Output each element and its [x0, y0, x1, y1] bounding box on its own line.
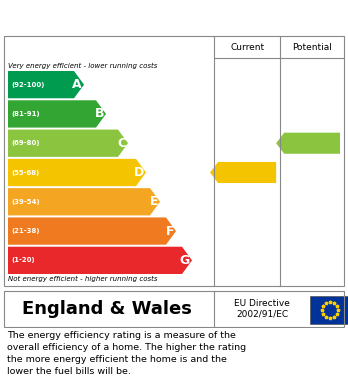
Polygon shape: [210, 162, 276, 183]
Text: 55: 55: [233, 165, 253, 179]
Text: (69-80): (69-80): [11, 140, 40, 146]
Text: B: B: [95, 108, 104, 120]
Text: Potential: Potential: [292, 43, 332, 52]
Polygon shape: [8, 159, 146, 186]
Polygon shape: [276, 133, 340, 154]
Polygon shape: [8, 217, 176, 245]
Text: (92-100): (92-100): [11, 82, 45, 88]
Polygon shape: [8, 188, 160, 215]
Polygon shape: [8, 71, 84, 98]
Text: A: A: [72, 78, 82, 91]
Text: Energy Efficiency Rating: Energy Efficiency Rating: [10, 9, 220, 23]
Polygon shape: [8, 100, 106, 127]
Text: (81-91): (81-91): [11, 111, 40, 117]
Polygon shape: [8, 247, 192, 274]
Text: EU Directive
2002/91/EC: EU Directive 2002/91/EC: [234, 299, 290, 319]
Text: G: G: [180, 254, 190, 267]
Polygon shape: [8, 129, 128, 157]
Text: (55-68): (55-68): [11, 170, 39, 176]
Text: The energy efficiency rating is a measure of the
overall efficiency of a home. T: The energy efficiency rating is a measur…: [7, 331, 246, 375]
Bar: [310, 296, 348, 324]
Text: (1-20): (1-20): [11, 257, 34, 264]
Text: (39-54): (39-54): [11, 199, 40, 205]
Text: Not energy efficient - higher running costs: Not energy efficient - higher running co…: [8, 276, 158, 282]
Text: F: F: [166, 224, 174, 238]
Text: 80: 80: [298, 136, 318, 150]
Text: Very energy efficient - lower running costs: Very energy efficient - lower running co…: [8, 63, 157, 69]
Text: Current: Current: [230, 43, 264, 52]
Text: D: D: [134, 166, 144, 179]
Text: E: E: [150, 195, 158, 208]
Text: England & Wales: England & Wales: [22, 300, 192, 318]
Text: C: C: [117, 137, 126, 150]
Text: (21-38): (21-38): [11, 228, 40, 234]
